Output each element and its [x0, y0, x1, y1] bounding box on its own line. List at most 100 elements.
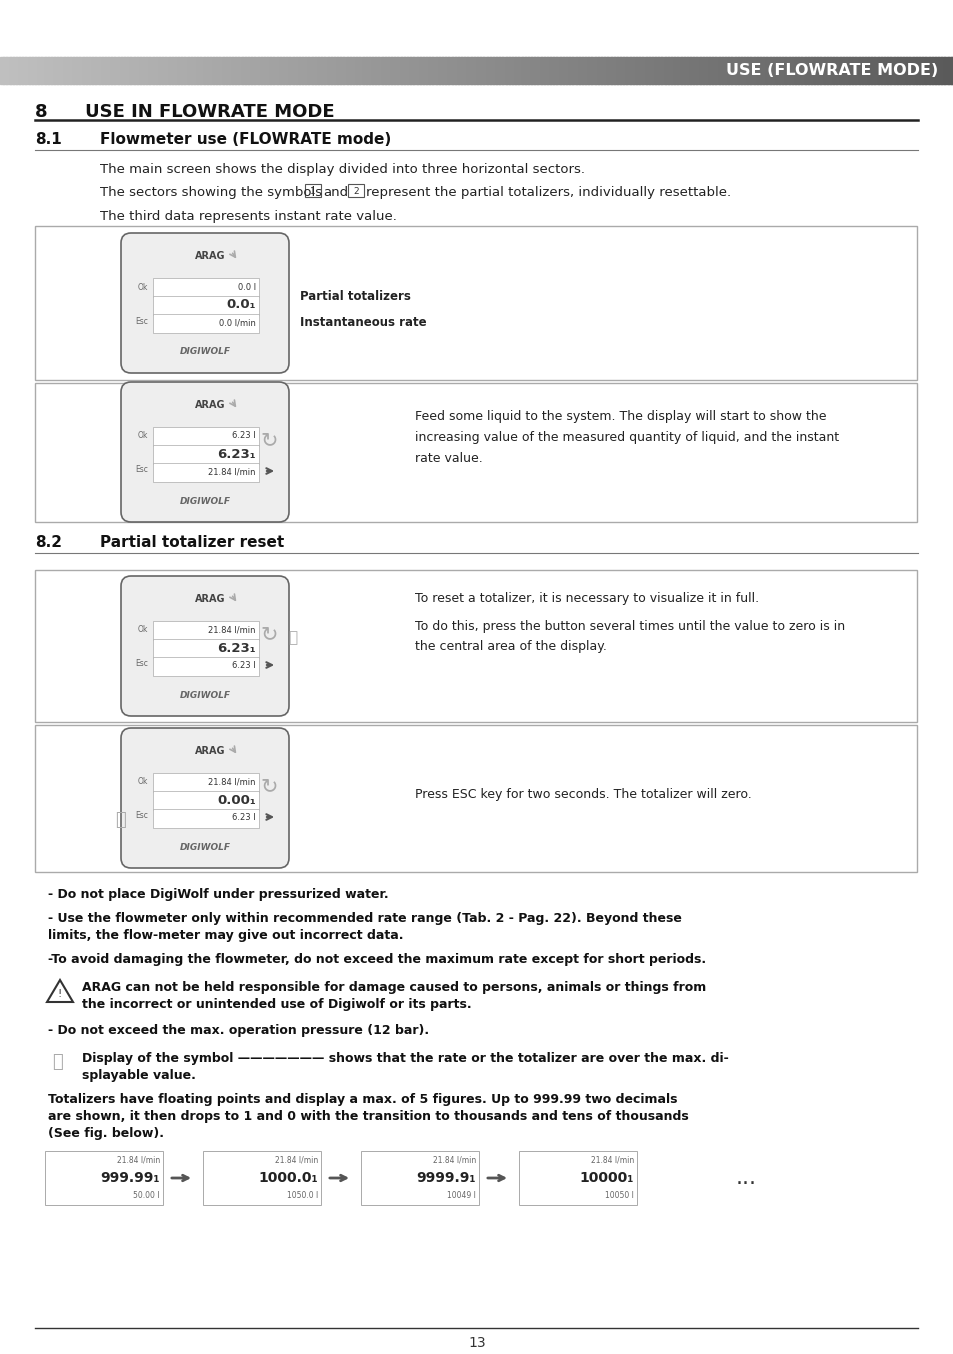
Bar	[699, 57, 703, 84]
Text: 6.23₁: 6.23₁	[217, 642, 255, 654]
Bar	[775, 57, 780, 84]
Text: 6.23 l: 6.23 l	[233, 662, 255, 670]
Text: DIGIWOLF: DIGIWOLF	[179, 497, 231, 505]
Bar	[152, 57, 156, 84]
Bar	[152, 444, 258, 463]
Bar	[16, 57, 20, 84]
Bar	[622, 57, 627, 84]
Text: ARAG: ARAG	[194, 399, 225, 410]
Bar	[517, 57, 522, 84]
Bar	[375, 57, 379, 84]
Bar	[274, 57, 277, 84]
Bar	[38, 57, 42, 84]
Bar	[950, 57, 953, 84]
Text: The sectors showing the symbols: The sectors showing the symbols	[100, 185, 322, 199]
Bar	[397, 57, 401, 84]
Bar	[438, 57, 442, 84]
Bar	[794, 57, 799, 84]
Bar	[222, 57, 227, 84]
Bar	[724, 57, 728, 84]
Bar	[172, 57, 175, 84]
Bar	[798, 57, 801, 84]
Bar	[305, 184, 320, 196]
Text: the incorrect or unintended use of Digiwolf or its parts.: the incorrect or unintended use of Digiw…	[82, 998, 471, 1011]
Bar	[336, 57, 341, 84]
Bar	[152, 657, 258, 676]
Bar	[136, 57, 141, 84]
Text: - Do not place DigiWolf under pressurized water.: - Do not place DigiWolf under pressurize…	[48, 888, 388, 900]
Text: 9999.9₁: 9999.9₁	[416, 1171, 476, 1185]
Bar	[737, 57, 741, 84]
Bar	[550, 57, 554, 84]
Bar	[355, 57, 360, 84]
Bar	[931, 57, 935, 84]
Text: 0.0₁: 0.0₁	[226, 298, 255, 311]
Text: ↻: ↻	[260, 431, 277, 450]
Bar	[845, 57, 849, 84]
Bar	[200, 57, 204, 84]
Bar	[232, 57, 236, 84]
Bar	[556, 57, 560, 84]
Bar	[45, 57, 49, 84]
Text: - Do not exceed the max. operation pressure (12 bar).: - Do not exceed the max. operation press…	[48, 1024, 429, 1037]
Bar	[41, 57, 46, 84]
Bar	[203, 1151, 320, 1205]
Text: the central area of the display.: the central area of the display.	[415, 640, 606, 653]
Bar	[127, 57, 132, 84]
Bar	[7, 57, 10, 84]
Bar	[245, 57, 249, 84]
Bar	[441, 57, 446, 84]
Bar	[848, 57, 852, 84]
Bar	[670, 57, 675, 84]
Bar	[677, 57, 680, 84]
Bar	[92, 57, 96, 84]
Bar	[35, 383, 916, 523]
Bar	[131, 57, 134, 84]
Text: 0.0 l/min: 0.0 l/min	[219, 318, 255, 328]
FancyBboxPatch shape	[121, 233, 289, 372]
Bar	[432, 57, 436, 84]
Bar	[403, 57, 408, 84]
Bar	[257, 57, 261, 84]
Bar	[381, 57, 385, 84]
Bar	[35, 724, 916, 872]
Text: 21.84 l/min: 21.84 l/min	[209, 467, 255, 477]
Text: Display of the symbol ——————— shows that the rate or the totalizer are over the : Display of the symbol ——————— shows that…	[82, 1052, 728, 1066]
Bar	[60, 57, 65, 84]
Bar	[922, 57, 925, 84]
Bar	[152, 427, 258, 445]
Bar	[260, 57, 265, 84]
Bar	[348, 184, 364, 196]
Text: Ok: Ok	[137, 432, 148, 440]
Bar	[769, 57, 773, 84]
Bar	[791, 57, 795, 84]
Bar	[651, 57, 656, 84]
Bar	[162, 57, 166, 84]
Bar	[553, 57, 557, 84]
Bar	[855, 57, 859, 84]
Bar	[788, 57, 792, 84]
Bar	[889, 57, 894, 84]
Bar	[727, 57, 732, 84]
Bar	[264, 57, 268, 84]
Bar	[918, 57, 923, 84]
Text: USE (FLOWRATE MODE): USE (FLOWRATE MODE)	[725, 64, 937, 79]
Bar	[479, 57, 484, 84]
Bar	[702, 57, 706, 84]
Bar	[312, 57, 315, 84]
Bar	[314, 57, 318, 84]
Bar	[915, 57, 919, 84]
Bar	[178, 57, 182, 84]
Bar	[715, 57, 719, 84]
Bar	[512, 57, 516, 84]
Bar	[927, 57, 932, 84]
Bar	[721, 57, 725, 84]
Bar	[607, 57, 611, 84]
Bar	[781, 57, 785, 84]
Bar	[626, 57, 630, 84]
Bar	[648, 57, 652, 84]
Bar	[832, 57, 837, 84]
Bar	[870, 57, 875, 84]
Text: increasing value of the measured quantity of liquid, and the instant: increasing value of the measured quantit…	[415, 431, 839, 444]
Bar	[839, 57, 842, 84]
